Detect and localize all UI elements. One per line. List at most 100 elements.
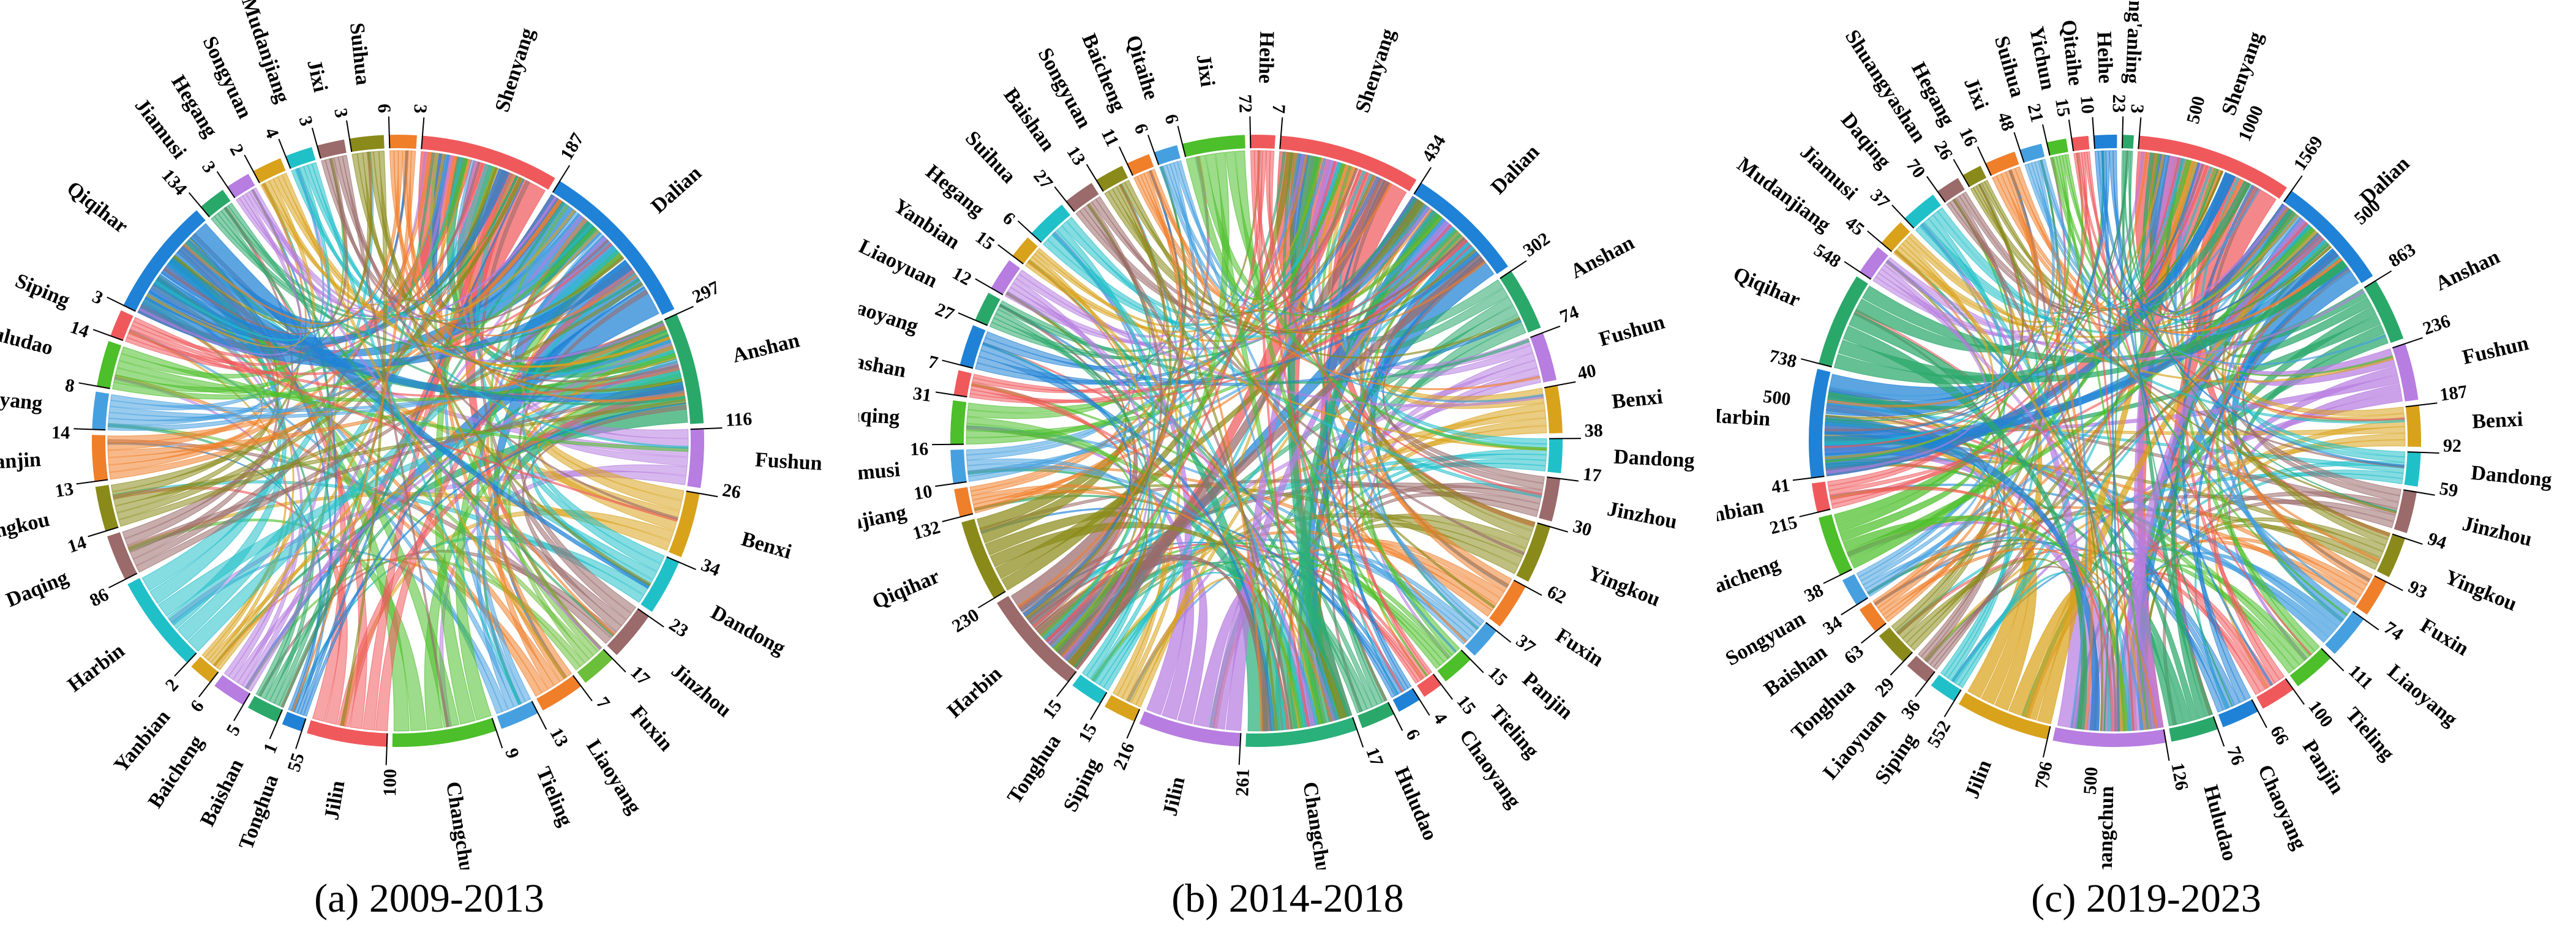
chord-panel-c: 1569 Shenyang 863 Dalian 236 Anshan 187 Fushun 9… xyxy=(1717,0,2575,949)
ribbon-baicheng-to-fushun xyxy=(1147,170,1541,391)
ribbon-qitaihe-to-harbin xyxy=(1065,162,1200,662)
node-separator xyxy=(690,427,723,430)
node-arc-panjin xyxy=(92,435,108,482)
node-separator xyxy=(573,675,593,702)
node-label-baishan: Baishan xyxy=(999,84,1059,156)
node-label-liaoyuan: Liaoyuan xyxy=(858,235,941,293)
node-arcs xyxy=(932,116,1581,765)
node-separator xyxy=(1823,569,1853,584)
value-label-songyuan: 38 xyxy=(1801,580,1827,606)
node-arc-changchun xyxy=(392,718,497,747)
node-separator xyxy=(1017,220,1042,243)
node-arc-baishan xyxy=(247,696,283,722)
ribbon-tonghua-to-dalian xyxy=(1098,241,1471,688)
node-label-changchun: Changchun xyxy=(441,780,479,869)
node-arc-chaoyang xyxy=(2218,699,2258,727)
ribbon-mudanjiang-to-dalian xyxy=(1875,204,2288,345)
node-separator xyxy=(1513,579,1542,596)
ribbon-baishan-to-dalian xyxy=(1882,206,2289,619)
ribbon-qitaihe-to-changchun xyxy=(2078,152,2135,731)
ribbon-jiamusi-to-harbin xyxy=(1825,239,1994,460)
node-separator xyxy=(2285,678,2305,705)
node-arc-daqing xyxy=(107,532,137,580)
ribbon-unnamed-to-shenyang xyxy=(394,150,516,303)
node-separator xyxy=(1537,522,1568,533)
ribbon-mudanjiang-to-anshan xyxy=(1887,257,2365,360)
node-separator xyxy=(2283,175,2303,203)
node-arc-yanbian xyxy=(1811,481,1831,512)
node-label-jilin: Jilin xyxy=(320,779,349,822)
node-label-suihua: Suihua xyxy=(345,21,374,86)
node-label-qitaihe: Qitaihe xyxy=(2057,18,2087,86)
node-label-yanbian: Yanbian xyxy=(1717,495,1765,531)
node-arc-fuxin xyxy=(1489,580,1526,627)
node-separator xyxy=(295,718,307,749)
node-arc-jixi xyxy=(317,139,347,159)
node-label-dalian: Dalian xyxy=(1487,140,1544,198)
node-separator xyxy=(346,120,353,152)
value-label-hegang: 6 xyxy=(999,208,1019,230)
node-separator xyxy=(1090,692,1108,720)
value-label-baishan: 5 xyxy=(222,721,244,739)
ribbon-mudanjiang-to-dalian xyxy=(972,208,1433,509)
ribbon-jiamusi-to-dalian xyxy=(1896,214,2299,338)
ribbon-qitaihe-to-tieling xyxy=(1177,160,1457,653)
node-arc-jiamusi xyxy=(950,449,967,484)
node-separator xyxy=(2013,132,2025,163)
node-label-shuangyashan: Shuangyashan xyxy=(858,336,908,383)
node-arc-heihe xyxy=(1250,135,1275,149)
node-label-yingkou: Yingkou xyxy=(1585,562,1663,611)
node-separator xyxy=(978,591,1006,609)
node-label-siping: Siping xyxy=(12,269,73,312)
node-separator xyxy=(1530,325,1561,339)
value-label-huludao: 17 xyxy=(1362,745,1387,769)
node-separator xyxy=(942,359,974,369)
ribbon-heihe-to-unnamed xyxy=(1269,150,1404,693)
node-label-jinzhou: Jinzhou xyxy=(2460,512,2534,551)
ribbon-jixi-to-yingkou xyxy=(2015,166,2381,563)
caption-b: (b) 2014-2018 xyxy=(1171,876,1404,921)
node-separator xyxy=(76,479,108,485)
node-separator xyxy=(92,329,124,341)
node-arc-heihe xyxy=(2093,135,2117,149)
node-label-jinzhou: Jinzhou xyxy=(667,659,735,722)
ribbon-jixi-to-shenyang xyxy=(1185,156,1322,300)
node-separator xyxy=(2403,489,2435,496)
value-label-qitaihe: 10 xyxy=(2076,94,2098,114)
node-arc-qitaihe xyxy=(2071,135,2090,151)
node-separator xyxy=(2121,116,2124,149)
node-label-jilin: Jilin xyxy=(1158,775,1189,818)
ribbon-liaoyuan-to-harbin xyxy=(995,309,1151,669)
ribbon-yingkou-to-dalian xyxy=(118,282,644,527)
value-label-liaoyuan: 29 xyxy=(1871,674,1899,701)
node-arc-songyuan xyxy=(1096,165,1128,192)
ribbon-heihe-to-harbin xyxy=(1045,150,1267,643)
node-separator xyxy=(1953,159,1970,187)
node-arc-anshan xyxy=(2364,280,2404,343)
node-label-fushun: Fushun xyxy=(754,448,823,475)
node-separator xyxy=(1119,146,1133,176)
value-label-siping: 15 xyxy=(1075,720,1102,746)
node-label-liaoyang: Liaoyang xyxy=(2383,660,2461,731)
ribbon-yanbian-to-changchun xyxy=(1829,486,2114,732)
node-arc-tonghua xyxy=(1072,674,1107,704)
node-separator xyxy=(421,117,425,149)
value-label-tieling: 15 xyxy=(1453,691,1480,718)
node-arc-jilin xyxy=(1139,711,1241,747)
ribbon-yanbian-to-harbin xyxy=(1012,278,1151,660)
value-label-dalian: 302 xyxy=(1520,228,1554,261)
node-label-yanbian: Yanbian xyxy=(110,705,175,776)
node-label-suihua: Suihua xyxy=(1990,34,2029,100)
value-label-panjin: 14 xyxy=(51,422,70,443)
node-label-jiamusi: Jiamusi xyxy=(1796,140,1862,204)
node-arc-panjin xyxy=(1465,622,1497,656)
ribbon-qitaihe-to-harbin xyxy=(1824,152,2088,449)
node-separator xyxy=(1500,260,1527,279)
node-label-harbin: Harbin xyxy=(1717,404,1771,430)
value-label-tieling: 100 xyxy=(2304,697,2337,731)
node-separator xyxy=(1844,261,1872,280)
ribbon-harbin-to-anshan xyxy=(157,370,682,617)
node-separator xyxy=(491,718,503,749)
node-label-daqing: Daqing xyxy=(3,566,72,612)
node-arc-liaoyuan xyxy=(1907,656,1935,683)
